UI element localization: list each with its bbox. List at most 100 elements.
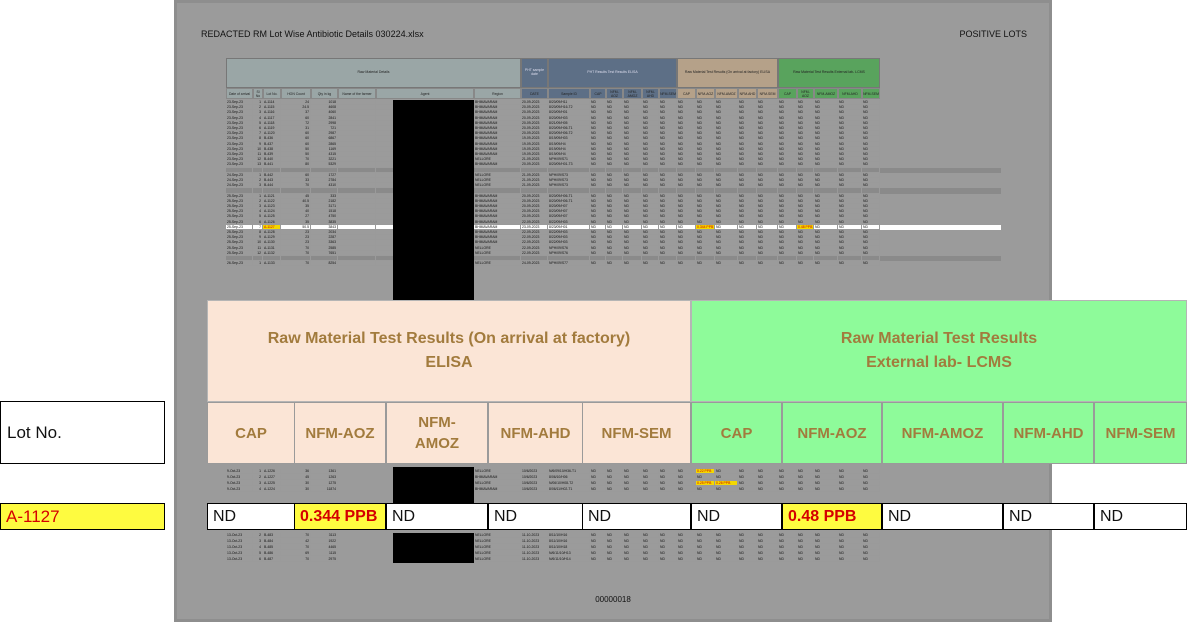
table-cell: ND: [715, 157, 738, 163]
table-cell: ND: [757, 152, 778, 158]
table-cell: [338, 209, 376, 215]
table-cell: ND: [715, 131, 738, 137]
table-cell: ND: [797, 157, 814, 163]
table-cell: 24.5: [281, 105, 311, 111]
table-cell: 40: [281, 209, 311, 215]
table-cell: B-486: [263, 551, 281, 557]
table-cell: ND: [715, 551, 738, 557]
table-cell: [606, 256, 623, 262]
table-cell: 60: [281, 141, 311, 147]
table-cell: 21-09-2023: [521, 183, 548, 189]
table-cell: [778, 188, 797, 194]
table-cell: ND: [838, 245, 862, 251]
table-cell: ND: [590, 481, 606, 487]
table-cell: B-438: [263, 146, 281, 152]
table-cell: ND: [677, 250, 696, 256]
lcms-value-aoz: 0.48 PPB: [782, 503, 882, 530]
table-cell: 10: [253, 146, 263, 152]
table-cell: ND: [677, 183, 696, 189]
table-cell: ND: [862, 533, 880, 539]
table-cell: ND: [715, 126, 738, 132]
table-cell: ND: [696, 110, 715, 116]
table-cell: [548, 188, 590, 194]
lcms-value-sem: ND: [1094, 503, 1187, 530]
table-cell: [474, 256, 521, 262]
table-cell: ND: [659, 146, 677, 152]
table-cell: 60: [281, 172, 311, 178]
table-cell: ND: [738, 146, 757, 152]
table-cell: ND: [814, 126, 838, 132]
table-cell: ND: [696, 214, 715, 220]
table-cell: ND: [606, 120, 623, 126]
lot-number-label: Lot No.: [0, 401, 165, 464]
lcms-col-sem: NFM-SEM: [1094, 402, 1187, 464]
lcms-col-amoz: NFM-AMOZ: [882, 402, 1003, 464]
table-row: 13-Oct-23 3 B-484 42 1922 NELLORE 11-10-2023 8/…: [226, 539, 1001, 545]
table-cell: ND: [606, 245, 623, 251]
table-cell: 60: [281, 136, 311, 142]
table-cell: ND: [642, 487, 659, 493]
table-cell: ND: [757, 178, 778, 184]
table-cell: 4608: [311, 105, 338, 111]
table-cell: 3363: [311, 240, 338, 246]
table-cell: ND: [715, 557, 738, 563]
table-cell: ND: [715, 178, 738, 184]
table-cell: ND: [757, 557, 778, 563]
table-cell: 50.5: [281, 224, 311, 230]
table-cell: ND: [757, 481, 778, 487]
table-cell: ND: [606, 469, 623, 475]
table-cell: ND: [623, 141, 642, 147]
table-cell: [338, 152, 376, 158]
table-cell: 8/20/09/H06-T1: [548, 193, 590, 199]
table-cell: A-1124: [263, 209, 281, 215]
table-cell: 7: [253, 224, 263, 230]
table-row: 23-Sep-23 5 A-1118 72 2998 BHIMAVARAM 20-09-20…: [226, 120, 1001, 126]
table-cell: ND: [606, 193, 623, 199]
table-cell: ND: [696, 557, 715, 563]
table-cell: ND: [814, 533, 838, 539]
table-cell: 721: [311, 126, 338, 132]
table-cell: ND: [642, 481, 659, 487]
table-cell: ND: [778, 245, 797, 251]
table-cell: ND: [814, 245, 838, 251]
table-cell: [338, 146, 376, 152]
table-cell: ND: [862, 172, 880, 178]
elisa-header-line1: Raw Material Test Results (On arrival at…: [267, 330, 631, 347]
table-cell: ND: [838, 240, 862, 246]
table-cell: ND: [757, 100, 778, 106]
table-cell: ND: [814, 557, 838, 563]
table-cell: ND: [797, 136, 814, 142]
table-cell: ND: [696, 100, 715, 106]
table-cell: ND: [623, 183, 642, 189]
table-cell: 8/20/09/H06-T1: [548, 126, 590, 132]
table-cell: 23-Sep-23: [226, 115, 253, 121]
table-cell: ND: [738, 172, 757, 178]
table-cell: ND: [814, 230, 838, 236]
table-cell: 2585: [311, 245, 338, 251]
table-cell: ND: [778, 214, 797, 220]
table-cell: ND: [677, 481, 696, 487]
table-cell: ND: [696, 539, 715, 545]
table-cell: 40.5: [281, 198, 311, 204]
table-cell: 8/20/09/H07: [548, 209, 590, 215]
table-cell: NELLORE: [474, 172, 521, 178]
table-cell: ND: [797, 545, 814, 551]
table-cell: 60: [281, 131, 311, 137]
table-cell: [226, 167, 253, 173]
table-cell: [797, 256, 814, 262]
table-cell: 9-Oct-23: [226, 475, 253, 481]
table-cell: 2784: [311, 178, 338, 184]
table-cell: ND: [757, 214, 778, 220]
page-number: 00000018: [595, 595, 631, 604]
table-cell: ND: [606, 487, 623, 493]
table-cell: 13-Oct-23: [226, 533, 253, 539]
table-cell: 1727: [311, 172, 338, 178]
table-cell: ND: [738, 157, 757, 163]
table-cell: ND: [814, 481, 838, 487]
table-row: 23-Sep-23 9 B-437 60 2865 BHIMAVARAM 19-09-202…: [226, 141, 1001, 147]
table-cell: ND: [606, 224, 623, 230]
table-cell: ND: [659, 152, 677, 158]
table-cell: ND: [738, 487, 757, 493]
table-cell: ND: [659, 100, 677, 106]
table-cell: ND: [738, 162, 757, 168]
